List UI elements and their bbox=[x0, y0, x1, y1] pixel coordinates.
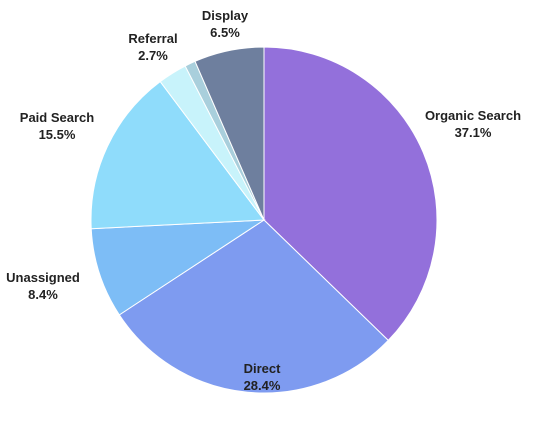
slice-label-percent: 6.5% bbox=[210, 25, 240, 40]
slice-label-paid-search: Paid Search 15.5% bbox=[20, 110, 94, 142]
slice-label-direct: Direct 28.4% bbox=[244, 361, 282, 393]
slice-label-name: Display bbox=[202, 8, 249, 23]
pie-slice-paid-search bbox=[90, 80, 265, 230]
slice-label-name: Unassigned bbox=[6, 270, 80, 285]
slice-label-name: Direct bbox=[244, 361, 282, 376]
pie-slice-direct bbox=[118, 219, 389, 394]
pie-slice-unassigned bbox=[90, 219, 266, 316]
slice-label-unassigned: Unassigned 8.4% bbox=[6, 270, 80, 302]
slice-label-percent: 15.5% bbox=[39, 127, 76, 142]
slice-label-percent: 37.1% bbox=[455, 125, 492, 140]
pie-slice-organic-search bbox=[263, 46, 438, 342]
slice-label-organic-search: Organic Search 37.1% bbox=[425, 108, 521, 140]
slice-label-name: Organic Search bbox=[425, 108, 521, 123]
pie-slices bbox=[90, 46, 438, 394]
slice-label-percent: 2.7% bbox=[138, 48, 168, 63]
slice-label-name: Paid Search bbox=[20, 110, 94, 125]
pie-labels: Organic Search 37.1% Direct 28.4% Unassigned… bbox=[6, 8, 521, 393]
slice-label-percent: 8.4% bbox=[28, 287, 58, 302]
slice-label-referral: Referral 2.7% bbox=[128, 31, 177, 63]
slice-label-percent: 28.4% bbox=[244, 378, 281, 393]
slice-label-display: Display 6.5% bbox=[202, 8, 249, 40]
pie-slice-display bbox=[194, 46, 265, 221]
slice-label-name: Referral bbox=[128, 31, 177, 46]
